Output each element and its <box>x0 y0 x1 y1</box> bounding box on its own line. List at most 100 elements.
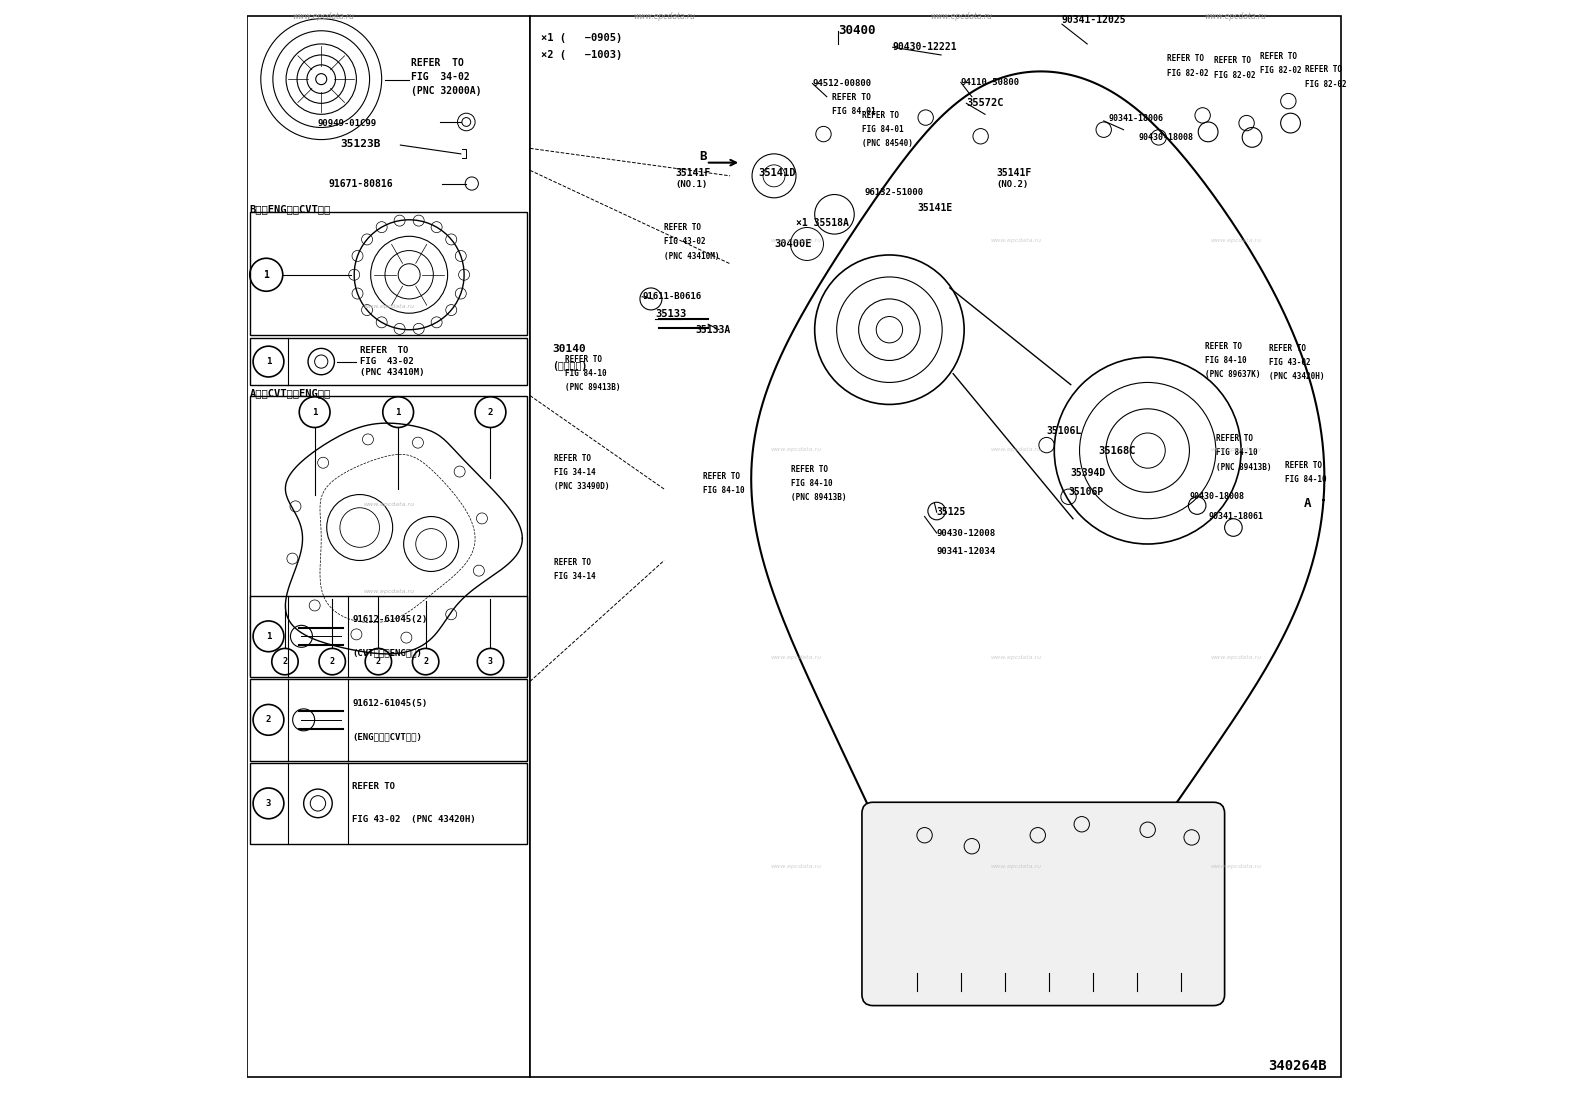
Text: www.epcdata.ru: www.epcdata.ru <box>990 446 1041 452</box>
Text: 35141F: 35141F <box>997 167 1032 178</box>
Text: 91671-80816: 91671-80816 <box>330 178 393 189</box>
Text: 340264B: 340264B <box>1269 1059 1328 1073</box>
Text: 3: 3 <box>266 799 271 808</box>
Text: 94512-00800: 94512-00800 <box>812 79 871 88</box>
Text: A視（CVTからENG視）: A視（CVTからENG視） <box>250 388 331 399</box>
Text: 90341-18061: 90341-18061 <box>1208 512 1262 521</box>
Bar <box>530 16 1340 1077</box>
Text: REFER TO: REFER TO <box>702 471 740 481</box>
Text: www.epcdata.ru: www.epcdata.ru <box>293 12 355 21</box>
Text: REFER TO: REFER TO <box>1167 54 1205 64</box>
Text: FIG 43-02: FIG 43-02 <box>1269 358 1310 367</box>
Text: REFER TO: REFER TO <box>1216 434 1253 443</box>
Bar <box>250 396 527 676</box>
Text: 35141F: 35141F <box>675 167 710 178</box>
Bar <box>250 212 527 335</box>
Text: www.epcdata.ru: www.epcdata.ru <box>1210 864 1261 869</box>
Text: FIG 84-10: FIG 84-10 <box>565 369 607 378</box>
Text: 35106L: 35106L <box>1046 425 1083 436</box>
Text: 2: 2 <box>423 657 428 666</box>
Text: FIG 84-01: FIG 84-01 <box>833 107 876 116</box>
Text: REFER  TO: REFER TO <box>411 57 465 68</box>
Text: www.epcdata.ru: www.epcdata.ru <box>1210 446 1261 452</box>
Text: FIG 84-01: FIG 84-01 <box>861 125 904 134</box>
Text: www.epcdata.ru: www.epcdata.ru <box>365 303 416 309</box>
Text: www.epcdata.ru: www.epcdata.ru <box>634 12 696 21</box>
Text: FIG 34-14: FIG 34-14 <box>554 468 595 477</box>
Text: (PNC 43410M): (PNC 43410M) <box>360 368 423 377</box>
Text: www.epcdata.ru: www.epcdata.ru <box>365 589 416 595</box>
Text: FIG 84-10: FIG 84-10 <box>791 479 833 488</box>
Text: FIG  43-02: FIG 43-02 <box>360 357 414 366</box>
Text: ×1 (   −0905): ×1 ( −0905) <box>541 33 622 44</box>
Text: 90430-12008: 90430-12008 <box>936 529 997 537</box>
Text: 35125: 35125 <box>936 507 966 518</box>
Text: (NO.2): (NO.2) <box>997 180 1028 189</box>
Text: FIG 84-10: FIG 84-10 <box>1205 356 1247 365</box>
Text: www.epcdata.ru: www.epcdata.ru <box>771 864 821 869</box>
Text: 1: 1 <box>263 269 269 280</box>
Text: 96132-51000: 96132-51000 <box>864 188 923 197</box>
Bar <box>250 679 527 761</box>
Text: 91612-61045(5): 91612-61045(5) <box>352 699 427 708</box>
Text: (PNC 43410M): (PNC 43410M) <box>664 252 720 260</box>
Text: REFER TO: REFER TO <box>352 782 395 791</box>
Text: 2: 2 <box>487 408 494 417</box>
Text: 30400E: 30400E <box>774 238 812 249</box>
Text: 91611-B0616: 91611-B0616 <box>642 292 700 301</box>
Text: REFER TO: REFER TO <box>1259 52 1297 62</box>
Text: REFER  TO: REFER TO <box>360 346 408 355</box>
Text: FIG 43-02: FIG 43-02 <box>664 237 705 246</box>
Text: 30140: 30140 <box>552 344 586 355</box>
Text: (NO.1): (NO.1) <box>675 180 707 189</box>
Text: 35572C: 35572C <box>966 98 1005 109</box>
Text: REFER TO: REFER TO <box>861 111 899 120</box>
Text: 2: 2 <box>330 657 334 666</box>
Text: REFER TO: REFER TO <box>664 223 700 232</box>
Text: FIG 82-02: FIG 82-02 <box>1305 79 1347 89</box>
Text: FIG 84-10: FIG 84-10 <box>1285 475 1326 485</box>
Text: 90430-18008: 90430-18008 <box>1189 492 1245 501</box>
Text: 1: 1 <box>395 408 401 417</box>
Text: 35123B: 35123B <box>341 138 380 149</box>
Text: (PNC 33490D): (PNC 33490D) <box>554 482 610 491</box>
Text: REFER TO: REFER TO <box>554 454 591 463</box>
Text: (PNC 84540): (PNC 84540) <box>861 140 912 148</box>
Text: REFER TO: REFER TO <box>1205 342 1242 351</box>
Text: (PNC 43420H): (PNC 43420H) <box>1269 373 1325 381</box>
Text: www.epcdata.ru: www.epcdata.ru <box>771 655 821 660</box>
Text: 35141E: 35141E <box>917 202 952 213</box>
Text: 90341-12034: 90341-12034 <box>936 547 997 556</box>
Text: REFER TO: REFER TO <box>1305 65 1342 75</box>
Text: 90949-01C99: 90949-01C99 <box>318 119 377 127</box>
Text: FIG 82-02: FIG 82-02 <box>1259 66 1301 76</box>
Text: (PNC 32000A): (PNC 32000A) <box>411 86 482 97</box>
Text: B視（ENGからCVT視）: B視（ENGからCVT視） <box>250 203 331 214</box>
Text: 90341-18006: 90341-18006 <box>1108 114 1164 123</box>
Text: FIG  34-02: FIG 34-02 <box>411 71 470 82</box>
Text: www.epcdata.ru: www.epcdata.ru <box>771 237 821 243</box>
Text: 35168C: 35168C <box>1098 445 1135 456</box>
Text: 30400: 30400 <box>837 24 876 37</box>
Text: www.epcdata.ru: www.epcdata.ru <box>990 655 1041 660</box>
Text: ×1 35518A: ×1 35518A <box>796 218 849 229</box>
Text: 35133: 35133 <box>656 309 686 320</box>
Text: (PNC 89413B): (PNC 89413B) <box>565 384 621 392</box>
Text: (リビルト): (リビルト) <box>552 360 587 371</box>
Text: FIG 84-10: FIG 84-10 <box>1216 448 1258 457</box>
Text: 90341-12025: 90341-12025 <box>1062 14 1127 25</box>
Text: REFER TO: REFER TO <box>554 557 591 567</box>
Text: www.epcdata.ru: www.epcdata.ru <box>990 237 1041 243</box>
Text: FIG 84-10: FIG 84-10 <box>702 486 743 496</box>
Text: FIG 43-02  (PNC 43420H): FIG 43-02 (PNC 43420H) <box>352 815 476 824</box>
Text: www.epcdata.ru: www.epcdata.ru <box>930 12 992 21</box>
Text: REFER TO: REFER TO <box>1269 344 1305 353</box>
Text: 90430-18008: 90430-18008 <box>1138 133 1194 142</box>
Text: 2: 2 <box>376 657 380 666</box>
Text: 90430-12221: 90430-12221 <box>893 42 957 53</box>
Text: FIG 34-14: FIG 34-14 <box>554 571 595 581</box>
Bar <box>250 763 527 844</box>
Text: www.epcdata.ru: www.epcdata.ru <box>1205 12 1267 21</box>
Text: 35106P: 35106P <box>1068 487 1103 498</box>
Text: 1: 1 <box>266 357 271 366</box>
